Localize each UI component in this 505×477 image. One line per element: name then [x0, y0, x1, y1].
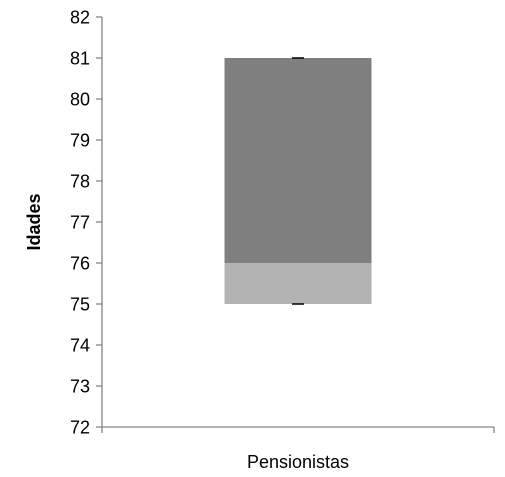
box-series [224, 57, 372, 305]
y-tick-label: 77 [70, 213, 90, 233]
y-axis-tick-labels: 72 73 74 75 76 77 78 79 80 81 82 [70, 8, 90, 438]
y-tick-label: 82 [70, 8, 90, 28]
y-tick-label: 76 [70, 254, 90, 274]
y-tick-label: 73 [70, 377, 90, 397]
y-axis-title: Idades [24, 193, 44, 250]
y-tick-label: 75 [70, 295, 90, 315]
x-axis-category-labels: Pensionistas [247, 452, 349, 472]
y-tick-label: 80 [70, 90, 90, 110]
y-tick-label: 79 [70, 131, 90, 151]
box-lower-segment [224, 263, 372, 304]
x-category-label: Pensionistas [247, 452, 349, 472]
y-tick-label: 81 [70, 49, 90, 69]
x-axis-ticks [101, 427, 495, 433]
y-tick-label: 72 [70, 418, 90, 438]
box-upper-segment [224, 58, 372, 263]
y-tick-label: 78 [70, 172, 90, 192]
y-axis-ticks [96, 16, 102, 428]
y-tick-label: 74 [70, 336, 90, 356]
